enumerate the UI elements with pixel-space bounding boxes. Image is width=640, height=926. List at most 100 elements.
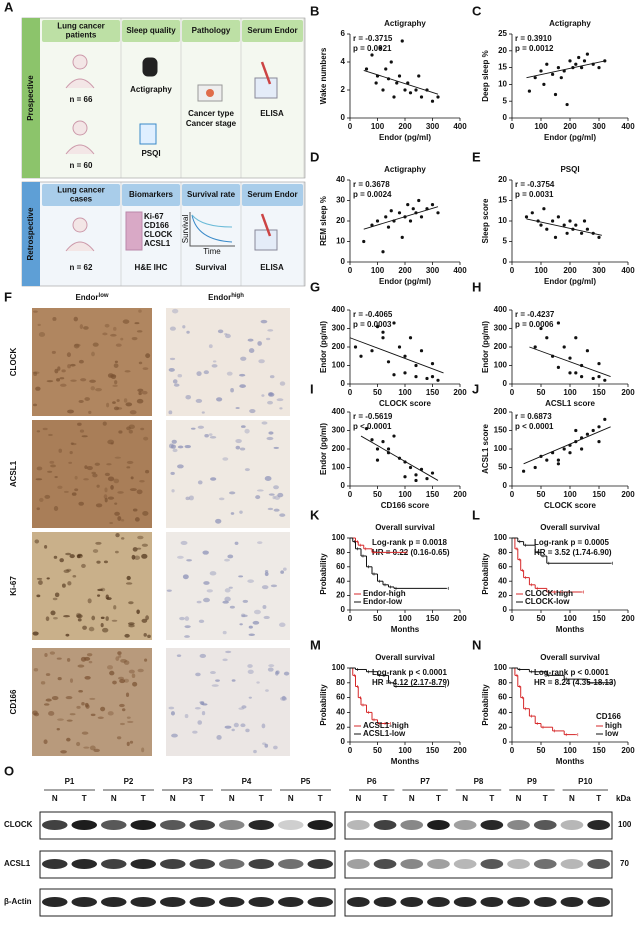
panel-label: E bbox=[472, 149, 481, 164]
nucleus bbox=[142, 367, 149, 371]
ihc-background bbox=[166, 308, 290, 416]
nucleus bbox=[145, 469, 150, 474]
nucleus bbox=[222, 630, 227, 635]
nucleus bbox=[197, 480, 203, 485]
nucleus bbox=[199, 653, 207, 659]
column-header: Endorlow bbox=[75, 293, 108, 303]
point bbox=[375, 325, 380, 329]
nucleus bbox=[238, 575, 244, 578]
x-tick-label: 50 bbox=[373, 746, 382, 755]
nucleus bbox=[76, 614, 83, 619]
header-text: Pathology bbox=[192, 26, 231, 35]
band bbox=[480, 897, 504, 907]
nucleus bbox=[263, 615, 270, 620]
lane-label: N bbox=[569, 794, 575, 803]
lane-group: P3 bbox=[183, 777, 193, 786]
nucleus bbox=[107, 476, 115, 482]
fit-line bbox=[523, 426, 611, 465]
nucleus bbox=[121, 708, 126, 712]
point bbox=[414, 375, 418, 379]
band bbox=[533, 897, 557, 907]
band bbox=[71, 859, 97, 869]
nucleus bbox=[248, 696, 252, 699]
panel-label: O bbox=[4, 763, 14, 778]
point bbox=[580, 375, 584, 379]
nucleus bbox=[104, 497, 108, 503]
nucleus bbox=[123, 398, 128, 403]
nucleus bbox=[141, 390, 148, 395]
panel-label: C bbox=[472, 3, 482, 18]
nucleus bbox=[66, 352, 72, 358]
nucleus bbox=[105, 594, 109, 600]
y-tick-label: 80 bbox=[498, 678, 507, 687]
method: Actigraphy bbox=[130, 85, 172, 94]
band bbox=[373, 897, 397, 907]
x-tick-label: 400 bbox=[621, 122, 635, 131]
point bbox=[539, 69, 543, 73]
annotation: r = 0.6873 bbox=[515, 412, 552, 421]
point bbox=[397, 345, 402, 349]
y-axis-label: Endor (pg/ml) bbox=[481, 321, 490, 373]
header-cell bbox=[182, 20, 240, 42]
nucleus bbox=[210, 671, 216, 674]
point bbox=[375, 219, 380, 223]
nucleus bbox=[266, 337, 271, 341]
ihc-image bbox=[32, 420, 152, 528]
nucleus bbox=[137, 535, 144, 540]
band bbox=[160, 820, 186, 830]
blot-row-label: CLOCK bbox=[4, 820, 33, 829]
nucleus bbox=[248, 633, 255, 637]
band bbox=[400, 897, 424, 907]
nucleus bbox=[78, 689, 83, 693]
point bbox=[603, 59, 607, 63]
y-tick-label: 100 bbox=[332, 663, 346, 672]
band bbox=[130, 897, 156, 907]
x-tick-label: 100 bbox=[398, 746, 412, 755]
y-tick-label: 200 bbox=[494, 342, 508, 351]
point bbox=[539, 326, 543, 331]
nucleus bbox=[131, 554, 136, 560]
blot-frame bbox=[39, 888, 336, 917]
nucleus bbox=[65, 695, 73, 700]
nucleus bbox=[253, 609, 261, 615]
retrospective-band bbox=[22, 182, 40, 286]
point bbox=[603, 417, 607, 421]
lane-group: P4 bbox=[242, 777, 252, 786]
y-tick-label: 150 bbox=[494, 426, 508, 435]
nucleus bbox=[53, 617, 58, 620]
biomarker: CD166 bbox=[144, 221, 169, 230]
x-tick-label: 0 bbox=[510, 746, 515, 755]
nucleus bbox=[49, 460, 55, 464]
nucleus bbox=[279, 381, 286, 386]
annotation: Log-rank p < 0.0001 bbox=[372, 668, 447, 677]
nucleus bbox=[182, 574, 189, 580]
nucleus bbox=[141, 553, 148, 559]
nucleus bbox=[186, 559, 192, 562]
nucleus bbox=[114, 380, 118, 385]
y-tick-label: 100 bbox=[332, 361, 346, 370]
point bbox=[553, 235, 558, 239]
nucleus bbox=[279, 407, 283, 410]
nucleus bbox=[264, 570, 269, 573]
nucleus bbox=[89, 745, 96, 751]
cohort-n: n = 60 bbox=[70, 161, 93, 170]
nucleus bbox=[92, 549, 99, 553]
nucleus bbox=[208, 344, 213, 349]
y-tick-label: 10 bbox=[498, 80, 507, 89]
chart-title: Overall survival bbox=[540, 653, 600, 662]
nucleus bbox=[50, 610, 56, 616]
x-tick-label: 50 bbox=[537, 614, 546, 623]
nucleus bbox=[73, 316, 78, 322]
y-tick-label: 300 bbox=[332, 426, 346, 435]
nucleus bbox=[245, 728, 250, 733]
x-axis-label: Months bbox=[556, 757, 585, 766]
blot-row-label: β-Actin bbox=[4, 897, 32, 906]
nucleus bbox=[83, 478, 89, 481]
nucleus bbox=[119, 703, 125, 708]
nucleus bbox=[126, 466, 131, 469]
point bbox=[524, 215, 529, 219]
nucleus bbox=[71, 492, 77, 496]
row-label: Retrospective bbox=[26, 207, 35, 260]
y-tick-label: 100 bbox=[494, 361, 508, 370]
x-axis-label: Endor (pg/ml) bbox=[544, 277, 596, 286]
